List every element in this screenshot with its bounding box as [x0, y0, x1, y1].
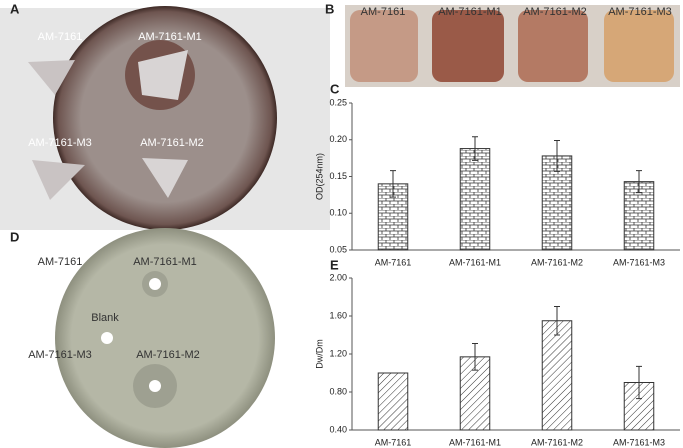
x-tick-label: AM-7161	[375, 257, 412, 267]
photo-b	[345, 5, 680, 87]
x-tick-label: AM-7161-M2	[531, 437, 583, 447]
x-tick-label: AM-7161-M2	[531, 257, 583, 267]
plate-label: AM-7161-M1	[138, 31, 202, 43]
photo-a	[0, 6, 330, 230]
panel-label: B	[325, 1, 334, 16]
error-bar	[472, 343, 478, 371]
bar	[541, 320, 573, 431]
x-tick-label: AM-7161-M1	[449, 257, 501, 267]
y-tick-label: 0.20	[329, 134, 347, 144]
panel-label: E	[330, 257, 339, 272]
x-tick-label: AM-7161	[375, 437, 412, 447]
y-tick-label: 2.00	[329, 272, 347, 282]
tube-label: AM-7161-M2	[523, 6, 587, 18]
tube-label: AM-7161-M1	[438, 6, 502, 18]
y-tick-label: 0.05	[329, 244, 347, 254]
panel-label: C	[330, 81, 340, 96]
y-axis-label: OD(254nm)	[314, 153, 324, 200]
panel-label: A	[10, 1, 20, 16]
error-bar	[554, 306, 560, 336]
photo-d	[0, 228, 330, 448]
bar	[459, 148, 491, 251]
y-tick-label: 0.15	[329, 171, 347, 181]
plate-label: AM-7161-M3	[28, 349, 92, 361]
y-tick-label: 0.80	[329, 386, 347, 396]
y-tick-label: 0.10	[329, 208, 347, 218]
bar	[377, 372, 409, 431]
plate-label: AM-7161-M2	[136, 349, 200, 361]
tube-label: AM-7161-M3	[608, 6, 672, 18]
y-tick-label: 0.40	[329, 424, 347, 434]
plate-label: AM-7161	[38, 256, 83, 268]
plate-label: AM-7161-M3	[28, 137, 92, 149]
plate-label: AM-7161-M1	[133, 256, 197, 268]
x-tick-label: AM-7161-M3	[613, 437, 665, 447]
error-bar	[472, 136, 478, 161]
y-tick-label: 1.20	[329, 348, 347, 358]
error-bar	[636, 365, 642, 400]
y-tick-label: 0.25	[329, 97, 347, 107]
error-bar	[390, 170, 396, 198]
plate-label: AM-7161-M2	[140, 137, 204, 149]
panel-label: D	[10, 229, 19, 244]
error-bar	[636, 170, 642, 194]
plate-label: Blank	[91, 312, 119, 324]
y-axis-label: Dw/Dm	[314, 339, 324, 369]
y-tick-label: 1.60	[329, 310, 347, 320]
error-bar	[554, 139, 560, 172]
plate-label: AM-7161	[38, 31, 83, 43]
tube-label: AM-7161	[361, 6, 406, 18]
x-tick-label: AM-7161-M3	[613, 257, 665, 267]
x-tick-label: AM-7161-M1	[449, 437, 501, 447]
